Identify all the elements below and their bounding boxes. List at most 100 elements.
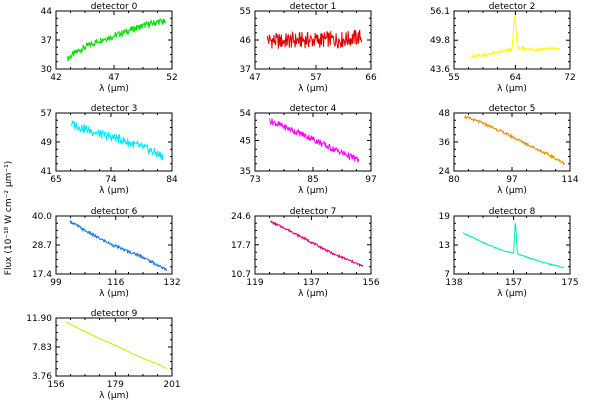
- panel-title: detector 3: [91, 104, 138, 114]
- panel-title: detector 0: [91, 2, 138, 12]
- y-tick-label: 35: [240, 167, 251, 177]
- panel-detector-2: detector 2 55 64 72 43.6 49.8 56.1 λ (μm): [430, 2, 576, 94]
- panel-detector-8: detector 8 138 157 175 7 13 19 λ (μm): [439, 207, 579, 299]
- x-axis-label: λ (μm): [99, 84, 129, 94]
- x-tick-label: 132: [163, 278, 180, 288]
- x-tick-label: 66: [365, 73, 377, 83]
- spectrum-line: [470, 15, 561, 59]
- plot-frame: [55, 10, 173, 70]
- x-tick-label: 138: [445, 278, 462, 288]
- y-tick-label: 10.7: [231, 270, 251, 280]
- spectrum-line: [67, 18, 166, 62]
- x-tick-label: 85: [307, 175, 318, 185]
- y-tick-label: 7.83: [32, 343, 52, 353]
- x-tick-label: 80: [448, 175, 460, 185]
- y-tick-label: 37: [240, 65, 251, 75]
- x-tick-label: 97: [506, 175, 517, 185]
- y-tick-label: 49: [41, 138, 53, 148]
- x-tick-label: 156: [362, 278, 379, 288]
- x-tick-label: 52: [166, 73, 177, 83]
- x-tick-label: 114: [561, 175, 578, 185]
- spectrum-line: [70, 120, 164, 161]
- x-tick-label: 116: [107, 278, 124, 288]
- panel-title: detector 2: [489, 2, 536, 12]
- panel-detector-7: detector 7 119 137 156 10.7 17.7 24.6 λ (μm): [231, 207, 380, 299]
- y-tick-label: 57: [41, 109, 52, 119]
- y-tick-label: 13: [439, 241, 450, 251]
- panel-title: detector 6: [91, 207, 138, 217]
- y-tick-label: 3.76: [32, 372, 52, 382]
- panel-detector-6: detector 6 99 116 132 17.4 28.7 40.0 λ (μm): [32, 207, 181, 299]
- panel-title: detector 1: [290, 2, 337, 12]
- x-tick-label: 73: [249, 175, 260, 185]
- x-tick-label: 64: [510, 73, 522, 83]
- y-tick-label: 7: [444, 270, 450, 280]
- y-tick-label: 24: [439, 167, 451, 177]
- y-tick-label: 56.1: [430, 7, 450, 17]
- x-tick-label: 55: [448, 73, 459, 83]
- y-tick-label: 17.4: [32, 270, 52, 280]
- x-tick-label: 47: [249, 73, 260, 83]
- spectrum-line: [269, 118, 360, 163]
- x-axis-label: λ (μm): [298, 289, 328, 299]
- x-tick-label: 157: [505, 278, 522, 288]
- spectrum-line: [66, 321, 168, 369]
- x-tick-label: 137: [303, 278, 320, 288]
- x-axis-label: λ (μm): [497, 289, 527, 299]
- panel-detector-5: detector 5 80 97 114 24 36 48 λ (μm): [439, 104, 579, 196]
- spectrum-line: [270, 219, 364, 268]
- x-tick-label: 156: [47, 380, 64, 390]
- x-tick-label: 99: [50, 278, 62, 288]
- x-axis-label: λ (μm): [99, 391, 129, 400]
- x-tick-label: 84: [166, 175, 178, 185]
- x-tick-label: 72: [564, 73, 575, 83]
- panel-title: detector 5: [489, 104, 536, 114]
- x-tick-label: 97: [365, 175, 376, 185]
- x-axis-label: λ (μm): [298, 84, 328, 94]
- panel-detector-9: detector 9 156 179 201 3.76 7.83 11.90 λ (μm): [26, 309, 180, 401]
- y-tick-label: 40.0: [32, 212, 52, 222]
- y-tick-label: 11.90: [26, 314, 52, 324]
- y-tick-label: 46: [240, 36, 252, 46]
- x-axis-label: λ (μm): [497, 84, 527, 94]
- figure-y-axis-label: Flux (10⁻¹⁸ W cm⁻² μm⁻¹): [4, 161, 14, 275]
- panel-title: detector 9: [91, 309, 138, 319]
- x-axis-label: λ (μm): [99, 186, 129, 196]
- x-tick-label: 57: [310, 73, 321, 83]
- panel-detector-0: detector 0 42 47 52 30 37 44 λ (μm): [41, 2, 178, 94]
- spectrum-line: [463, 114, 566, 166]
- spectrum-line: [266, 29, 363, 49]
- x-tick-label: 175: [561, 278, 578, 288]
- panel-title: detector 8: [489, 207, 536, 217]
- spectrum-line: [69, 220, 168, 271]
- y-tick-label: 41: [41, 167, 52, 177]
- panel-detector-1: detector 1 47 57 66 37 46 55 λ (μm): [240, 2, 377, 94]
- plot-frame: [55, 317, 173, 377]
- y-tick-label: 28.7: [32, 241, 52, 251]
- y-tick-label: 36: [439, 138, 451, 148]
- x-axis-label: λ (μm): [298, 186, 328, 196]
- plot-frame: [453, 10, 571, 70]
- x-tick-label: 119: [246, 278, 263, 288]
- y-tick-label: 24.6: [231, 212, 251, 222]
- y-tick-label: 43.6: [430, 65, 450, 75]
- y-tick-label: 45: [240, 136, 251, 146]
- panel-title: detector 4: [290, 104, 337, 114]
- y-tick-label: 48: [439, 109, 451, 119]
- panel-detector-3: detector 3 65 74 84 41 49 57 λ (μm): [41, 104, 178, 196]
- x-tick-label: 65: [50, 175, 61, 185]
- panel-detector-4: detector 4 73 85 97 35 45 54 λ (μm): [240, 104, 377, 196]
- plot-frame: [453, 112, 571, 172]
- y-tick-label: 54: [240, 109, 252, 119]
- panel-title: detector 7: [290, 207, 337, 217]
- y-tick-label: 30: [41, 65, 53, 75]
- x-tick-label: 179: [107, 380, 124, 390]
- x-axis-label: λ (μm): [99, 289, 129, 299]
- y-tick-label: 49.8: [430, 36, 450, 46]
- plot-frame: [254, 215, 372, 275]
- x-tick-label: 74: [105, 175, 117, 185]
- x-tick-label: 47: [108, 73, 119, 83]
- y-tick-label: 17.7: [231, 241, 251, 251]
